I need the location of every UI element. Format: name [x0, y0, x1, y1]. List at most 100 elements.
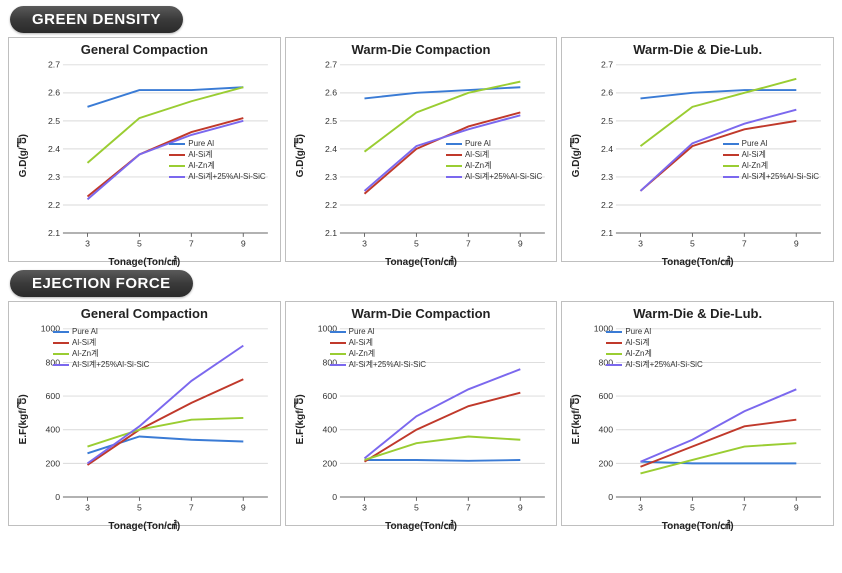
legend-label: Pure Al	[625, 326, 651, 337]
svg-text:7: 7	[189, 239, 194, 249]
legend-label: Al-Si계	[465, 149, 489, 160]
legend-swatch	[723, 143, 739, 145]
svg-text:5: 5	[690, 503, 695, 513]
svg-text:9: 9	[241, 503, 246, 513]
svg-text:3: 3	[638, 239, 643, 249]
svg-text:9: 9	[518, 239, 523, 249]
svg-text:5: 5	[690, 239, 695, 249]
x-axis-label: Tonage(Ton/㎠)	[292, 253, 551, 268]
x-axis-label: Tonage(Ton/㎠)	[568, 253, 827, 268]
x-axis-label: Tonage(Ton/㎠)	[15, 253, 274, 268]
legend: Pure AlAl-Si계Al-Zn계Al-Si계+25%Al-Si-SiC	[53, 326, 149, 370]
legend-swatch	[446, 176, 462, 178]
legend-swatch	[53, 342, 69, 344]
legend-swatch	[606, 331, 622, 333]
legend-swatch	[53, 353, 69, 355]
legend-swatch	[446, 154, 462, 156]
series-pure_al	[641, 462, 797, 464]
svg-text:5: 5	[137, 239, 142, 249]
legend-swatch	[606, 353, 622, 355]
legend-item: Pure Al	[723, 138, 819, 149]
legend-label: Al-Si계	[625, 337, 649, 348]
svg-text:2.2: 2.2	[601, 200, 613, 210]
svg-text:2.1: 2.1	[601, 228, 613, 238]
legend: Pure AlAl-Si계Al-Zn계Al-Si계+25%Al-Si-SiC	[606, 326, 702, 370]
svg-text:2.2: 2.2	[48, 200, 60, 210]
svg-text:2.6: 2.6	[325, 88, 337, 98]
svg-text:2.7: 2.7	[601, 60, 613, 70]
y-axis-label: G.D(g/㎤)	[292, 59, 309, 252]
svg-text:2.6: 2.6	[601, 88, 613, 98]
legend-swatch	[169, 165, 185, 167]
legend: Pure AlAl-Si계Al-Zn계Al-Si계+25%Al-Si-SiC	[723, 138, 819, 182]
legend-swatch	[723, 154, 739, 156]
legend-label: Pure Al	[465, 138, 491, 149]
svg-text:3: 3	[85, 239, 90, 249]
legend-item: Al-Si계+25%Al-Si-SiC	[606, 359, 702, 370]
svg-text:400: 400	[322, 425, 337, 435]
legend-item: Al-Si계+25%Al-Si-SiC	[53, 359, 149, 370]
svg-text:0: 0	[609, 492, 614, 502]
legend-item: Pure Al	[169, 138, 265, 149]
legend-label: Al-Si계+25%Al-Si-SiC	[465, 171, 542, 182]
svg-text:7: 7	[466, 239, 471, 249]
legend-item: Pure Al	[330, 326, 426, 337]
legend-item: Pure Al	[606, 326, 702, 337]
legend-label: Al-Si계+25%Al-Si-SiC	[742, 171, 819, 182]
ef-panel-2: Warm-Die & Die-Lub.E.F(kgf/㎠)02004006008…	[561, 301, 834, 526]
svg-text:600: 600	[322, 391, 337, 401]
svg-text:5: 5	[414, 239, 419, 249]
legend-item: Al-Zn계	[330, 348, 426, 359]
ef-row: General CompactionE.F(kgf/㎠)020040060080…	[4, 301, 838, 526]
series-al_si_sic	[641, 389, 797, 461]
legend-swatch	[53, 331, 69, 333]
panel-title: General Compaction	[15, 306, 274, 321]
svg-text:2.2: 2.2	[325, 200, 337, 210]
ef-panel-0: General CompactionE.F(kgf/㎠)020040060080…	[8, 301, 281, 526]
legend-item: Pure Al	[446, 138, 542, 149]
y-axis-label: E.F(kgf/㎠)	[15, 323, 32, 516]
legend-label: Al-Si계	[72, 337, 96, 348]
svg-text:2.4: 2.4	[601, 144, 613, 154]
svg-text:400: 400	[599, 425, 614, 435]
svg-text:2.7: 2.7	[325, 60, 337, 70]
svg-text:200: 200	[46, 458, 61, 468]
legend-label: Al-Si계	[349, 337, 373, 348]
legend-item: Al-Si계	[330, 337, 426, 348]
series-al_si_sic	[364, 369, 520, 458]
legend-item: Al-Si계	[169, 149, 265, 160]
legend-swatch	[53, 364, 69, 366]
legend-label: Al-Si계+25%Al-Si-SiC	[349, 359, 426, 370]
svg-text:2.3: 2.3	[48, 172, 60, 182]
legend-item: Al-Si계+25%Al-Si-SiC	[330, 359, 426, 370]
svg-text:600: 600	[46, 391, 61, 401]
svg-text:7: 7	[466, 503, 471, 513]
legend-swatch	[446, 165, 462, 167]
legend-item: Al-Si계+25%Al-Si-SiC	[446, 171, 542, 182]
series-al_zn	[87, 418, 243, 447]
legend: Pure AlAl-Si계Al-Zn계Al-Si계+25%Al-Si-SiC	[446, 138, 542, 182]
svg-text:2.1: 2.1	[325, 228, 337, 238]
series-pure_al	[87, 87, 243, 107]
series-pure_al	[364, 460, 520, 461]
svg-text:9: 9	[241, 239, 246, 249]
svg-text:9: 9	[794, 239, 799, 249]
legend-swatch	[169, 154, 185, 156]
legend-label: Al-Si계+25%Al-Si-SiC	[625, 359, 702, 370]
svg-text:3: 3	[362, 239, 367, 249]
legend-label: Al-Zn계	[349, 348, 375, 359]
gd-panel-1: Warm-Die CompactionG.D(g/㎤)2.12.22.32.42…	[285, 37, 558, 262]
ef-panel-1: Warm-Die CompactionE.F(kgf/㎠)02004006008…	[285, 301, 558, 526]
section-header-ejection-force: EJECTION FORCE	[10, 270, 193, 297]
legend-label: Al-Zn계	[72, 348, 98, 359]
svg-text:2.4: 2.4	[48, 144, 60, 154]
legend-label: Pure Al	[349, 326, 375, 337]
svg-text:2.3: 2.3	[601, 172, 613, 182]
legend-label: Al-Si계+25%Al-Si-SiC	[188, 171, 265, 182]
y-axis-label: E.F(kgf/㎠)	[292, 323, 309, 516]
svg-text:5: 5	[137, 503, 142, 513]
legend-label: Al-Zn계	[188, 160, 214, 171]
svg-text:3: 3	[85, 503, 90, 513]
gd-row: General CompactionG.D(g/㎤)2.12.22.32.42.…	[4, 37, 838, 262]
legend-label: Al-Zn계	[465, 160, 491, 171]
